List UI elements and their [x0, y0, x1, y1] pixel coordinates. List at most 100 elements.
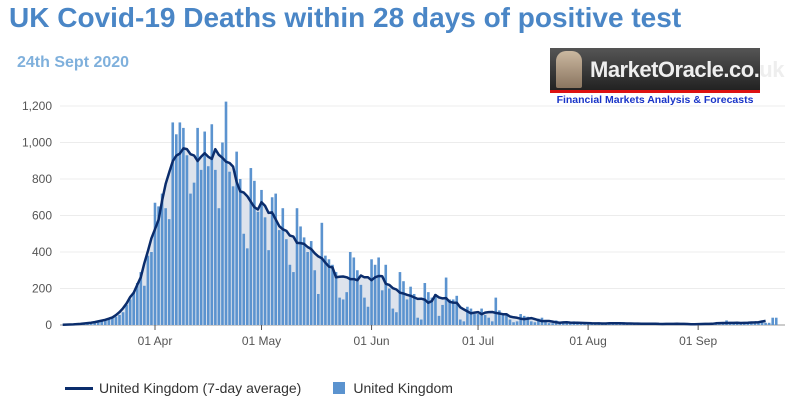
bar [561, 322, 565, 325]
bar [309, 241, 313, 325]
bar [487, 317, 490, 325]
bar [334, 272, 338, 325]
bar [409, 286, 412, 325]
bar [199, 169, 203, 325]
bar [363, 297, 366, 325]
bar [214, 169, 217, 325]
bar [476, 314, 480, 325]
bar [231, 186, 235, 325]
bar [299, 226, 302, 325]
bar [348, 252, 352, 325]
bar [121, 312, 125, 325]
bar [469, 308, 473, 325]
bar [285, 239, 288, 325]
bar [228, 171, 231, 325]
statue-icon [556, 51, 582, 88]
bar [569, 323, 572, 325]
bar [135, 283, 139, 325]
bar [246, 248, 249, 325]
bar [313, 270, 317, 325]
bar [405, 299, 409, 325]
bar [171, 122, 175, 325]
bar [391, 308, 395, 325]
bar [494, 297, 498, 325]
bar [473, 314, 476, 325]
y-tick-label: 600 [32, 209, 52, 223]
bar [263, 217, 267, 325]
bar [771, 317, 774, 325]
bar [302, 237, 306, 325]
bar [175, 134, 178, 325]
logo-tagline: Financial Markets Analysis & Forecasts [550, 94, 760, 106]
bar [100, 320, 104, 325]
y-tick-label: 1,200 [22, 99, 52, 113]
x-tick-label: 01 Sep [679, 334, 717, 348]
bar [270, 197, 274, 325]
logo-banner: MarketOracle.co.uk [550, 48, 784, 93]
bar [146, 255, 150, 325]
bar [380, 290, 384, 325]
bar [182, 127, 185, 326]
bar [235, 151, 238, 325]
bar [192, 182, 196, 325]
bar [370, 259, 373, 325]
bar [189, 193, 192, 325]
y-tick-label: 800 [32, 172, 52, 186]
bar [242, 233, 246, 325]
bar [441, 304, 444, 325]
legend: United Kingdom (7-day average) United Ki… [65, 380, 453, 396]
bar [498, 310, 501, 325]
bar [249, 168, 253, 325]
bar [118, 314, 121, 325]
bar [530, 321, 533, 325]
chart-subtitle: 24th Sept 2020 [17, 54, 130, 71]
bar [178, 122, 182, 325]
bar [501, 313, 505, 325]
bar [185, 155, 189, 325]
bar [760, 321, 764, 325]
bar [217, 208, 221, 325]
bar [451, 299, 455, 325]
bar [104, 319, 107, 325]
y-tick-label: 1,000 [22, 136, 52, 150]
legend-bar-swatch [333, 382, 346, 394]
bar [196, 127, 199, 326]
bar [427, 292, 430, 325]
bar [416, 317, 419, 325]
y-tick-label: 0 [45, 318, 52, 332]
bar [537, 318, 540, 325]
bar [402, 281, 405, 325]
bar [373, 264, 377, 325]
bar [718, 324, 721, 325]
bar [253, 180, 256, 325]
bar [490, 321, 494, 325]
bar [356, 270, 359, 325]
bar [384, 264, 388, 325]
bar [345, 292, 348, 325]
bar [160, 193, 164, 325]
marketoracle-logo: MarketOracle.co.uk Financial Markets Ana… [550, 48, 784, 106]
bar [341, 299, 345, 325]
bar [338, 297, 341, 325]
y-tick-label: 200 [32, 282, 52, 296]
bar [238, 179, 242, 325]
bar [306, 252, 309, 325]
bar [757, 322, 760, 325]
bar [419, 319, 423, 325]
bar [455, 295, 459, 325]
bar [320, 222, 324, 325]
bar [774, 317, 778, 325]
bar [508, 319, 512, 325]
legend-label-daily: United Kingdom [353, 380, 453, 396]
bar [721, 323, 725, 325]
bar [352, 257, 356, 325]
bar [551, 323, 554, 325]
bar [533, 322, 537, 325]
bar [164, 208, 167, 325]
x-tick-label: 01 Jun [354, 334, 390, 348]
bar [444, 277, 448, 325]
bar [377, 257, 380, 325]
bar [157, 206, 160, 325]
bar [466, 306, 469, 325]
